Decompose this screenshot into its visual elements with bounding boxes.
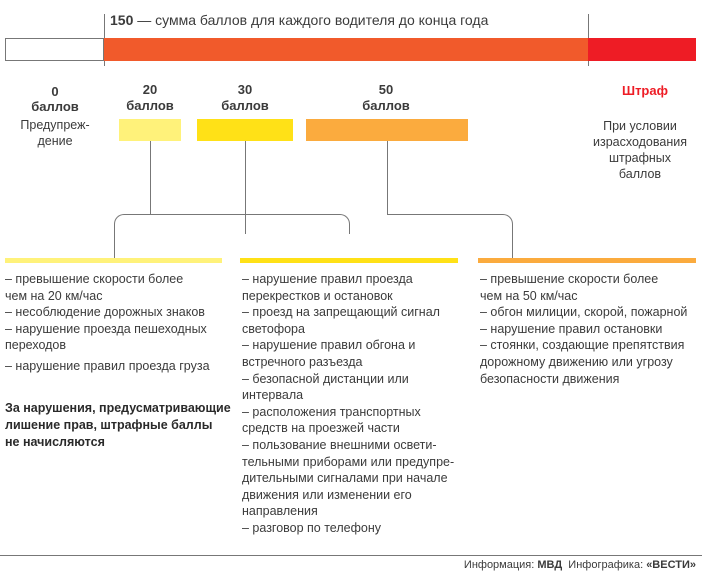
list-item: – нарушение правил проезда груза [5,358,210,373]
list-item: – превышение скорости более [480,272,659,286]
list-item: безопасности движения [480,371,620,386]
column-1-note: За нарушения, предусматривающие лишение … [5,400,235,451]
list-item: – нарушение правил обгона и [242,338,416,353]
list-item: – пользование внешними освети- [242,437,437,452]
scale-bar-fine [588,38,696,61]
footer-divider [0,555,702,556]
info-label: Информация: [463,559,538,571]
column-3-line [478,258,696,263]
fine-desc-line1: При условии [603,119,677,133]
level-20-unit: баллов [126,98,174,113]
list-item: переходов [5,338,67,353]
fine-desc-line3: штрафных [608,151,672,165]
column-1-line [5,258,222,263]
level-0-unit: баллов [31,99,79,114]
level-0-desc-line1: Предупреж- [20,118,90,132]
level-50-box [306,119,468,141]
scale-title: 150 — сумма баллов для каждого водителя … [110,12,670,28]
note-line: лишение прав, штрафные баллы [5,418,213,432]
connector-30 [245,141,246,234]
list-item: встречного разъезда [242,354,363,369]
level-0-desc-line2: дение [37,134,73,148]
graphic-label: Инфографика: [562,559,647,571]
list-item: дорожному движению или угрозу [480,354,673,369]
list-item: – проезд на запрещающий сигнал [242,305,440,320]
list-item: – нарушение правил остановки [480,321,663,336]
list-item: – безопасной дистанции или интервала [242,371,409,403]
level-20-box [119,119,181,141]
list-item: дительными сигналами при начале [242,471,448,486]
level-20-points: 20 [142,82,158,97]
list-item: – обгон милиции, скорой, пожарной [480,305,688,320]
total-points: 150 [110,12,134,28]
level-50-points: 50 [378,82,394,97]
list-item: средств на проезжей части [242,421,400,436]
list-item: чем на 50 км/час [480,288,578,303]
level-0-points: 0 [51,84,59,99]
footer-credits: Информация: МВД Инфографика: «ВЕСТИ» [464,559,696,571]
list-item: тельными приборами или предупре- [242,454,455,469]
list-item: – нарушение проезда пешеходных [5,321,207,336]
column-2-list: – нарушение правил проезда перекрестков … [242,271,472,537]
info-source: МВД [537,559,563,571]
note-line: За нарушения, предусматривающие [5,401,231,415]
list-item: – расположения транспортных [242,404,421,419]
list-item: движения или изменении его [242,487,412,502]
list-item: – нарушение правил проезда [242,272,413,286]
column-1-list: – превышение скорости более чем на 20 км… [5,271,230,375]
level-30-points: 30 [237,82,253,97]
bracket-column-1 [114,214,350,234]
level-0-description: Предупреж- дение [5,117,105,149]
list-item: – разговор по телефону [242,520,381,535]
list-item: направления [242,504,318,519]
graphic-source: «ВЕСТИ» [646,559,696,571]
list-item: – стоянки, создающие препятствия [480,338,685,353]
fine-label: Штраф [622,83,668,98]
bracket-column-3 [387,214,513,234]
list-item: – превышение скорости более [5,272,184,286]
list-item: перекрестков и остановок [242,288,393,303]
connector-20 [150,141,151,215]
fine-desc-line2: израсходования [592,135,687,149]
fine-description: При условии израсходования штрафных балл… [580,118,700,182]
scale-bar-points [104,38,588,61]
fine-desc-line4: баллов [618,167,662,181]
column-3-list: – превышение скорости более чем на 50 км… [480,271,698,387]
level-30-box [197,119,293,141]
column-2-line [240,258,458,263]
list-item: – несоблюдение дорожных знаков [5,305,205,320]
list-item: светофора [242,321,305,336]
level-50-unit: баллов [362,98,410,113]
connector-50 [387,141,388,215]
note-line: не начисляются [5,435,105,449]
scale-bar-empty [5,38,104,61]
level-30-unit: баллов [221,98,269,113]
list-item: чем на 20 км/час [5,288,103,303]
bracket-column-3-leg [512,224,513,258]
bracket-column-1-leg [114,224,115,258]
scale-title-text: — сумма баллов для каждого водителя до к… [133,12,489,28]
